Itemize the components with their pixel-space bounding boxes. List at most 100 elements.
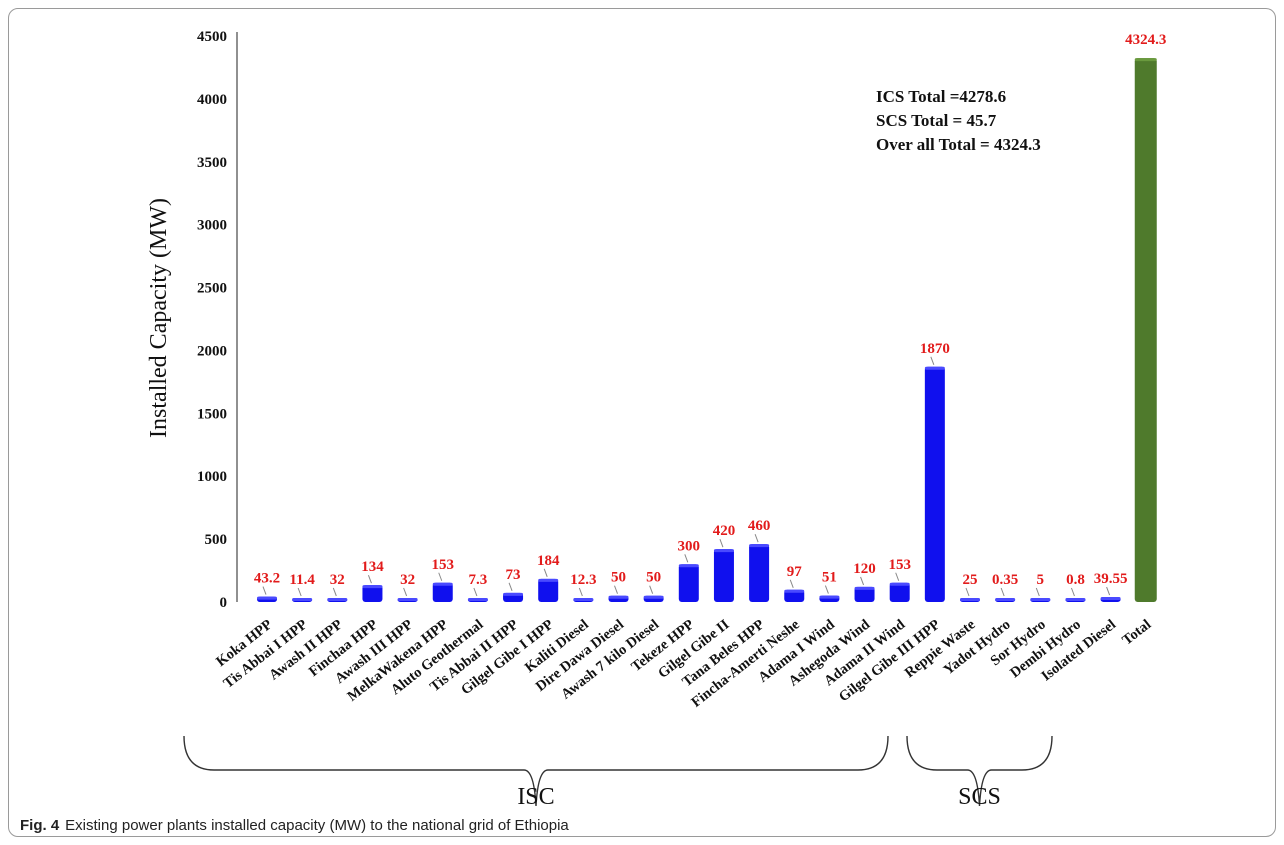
label-leader-line (473, 587, 478, 597)
bar-cap (292, 598, 313, 601)
bar (432, 582, 453, 602)
label-leader-line (719, 538, 724, 548)
bar-cap (678, 564, 699, 568)
bar (784, 589, 805, 602)
figure-caption: Fig. 4 Existing power plants installed ca… (20, 817, 569, 834)
bar-cap (889, 582, 910, 586)
bar-cap (713, 549, 734, 553)
bar (713, 549, 734, 602)
data-label: 4324.3 (1125, 32, 1166, 48)
bar-cap (960, 598, 980, 601)
data-label: 134 (361, 559, 384, 575)
bar-cap (643, 595, 664, 599)
bar-cap (995, 598, 1016, 601)
y-tick-label: 1500 (197, 406, 227, 422)
group-brace (906, 735, 1053, 807)
bar-cap (573, 598, 594, 601)
group-brace (183, 735, 889, 807)
data-label: 97 (787, 564, 803, 580)
label-leader-line (754, 533, 759, 543)
data-label: 12.3 (570, 572, 596, 588)
label-leader-line (895, 572, 900, 581)
bar-cap (397, 597, 418, 601)
data-label: 39.55 (1094, 571, 1128, 587)
y-tick-label: 2000 (197, 343, 227, 359)
bar-cap (1134, 58, 1157, 62)
label-leader-line (578, 587, 583, 597)
bar-cap (608, 595, 629, 599)
data-label: 11.4 (289, 572, 315, 588)
label-leader-line (930, 356, 935, 365)
label-leader-line (1106, 586, 1111, 596)
data-label: 184 (537, 553, 560, 569)
figure-frame (8, 8, 1276, 837)
bar-cap (1100, 597, 1121, 601)
group-braces: ISC SCS (183, 735, 1053, 810)
bar-cap (257, 596, 277, 600)
label-leader-line (367, 574, 372, 584)
y-tick-label: 2500 (197, 281, 227, 297)
bar-cap (924, 366, 945, 370)
label-leader-line (1000, 587, 1005, 597)
data-labels: 43.2 11.4 32 134 32 153 7.3 73 184 12.3 50 50 300 420… (254, 32, 1166, 597)
label-leader-line (262, 586, 267, 595)
data-label: 51 (822, 570, 837, 586)
data-label: 73 (506, 567, 521, 583)
bar-cap (1030, 598, 1051, 601)
bar (854, 586, 875, 602)
data-label: 43.2 (254, 571, 280, 587)
y-tick-label: 1000 (197, 469, 227, 485)
data-label: 420 (713, 523, 736, 539)
figure-number: Fig. 4 (20, 817, 60, 834)
data-label: 120 (853, 561, 876, 577)
data-label: 0.8 (1066, 572, 1085, 588)
annotation-ics-total: ICS Total =4278.6 (876, 87, 1006, 106)
label-leader-line (508, 582, 513, 591)
data-label: 153 (888, 557, 911, 573)
data-label: 32 (330, 572, 345, 588)
data-label: 153 (432, 557, 455, 573)
bar-cap (467, 598, 488, 601)
bars (257, 58, 1157, 602)
data-label: 460 (748, 518, 771, 534)
data-label: 50 (646, 570, 661, 586)
label-leader-line (1035, 587, 1040, 597)
data-label: 1870 (920, 341, 950, 357)
annotation-overall-total: Over all Total = 4324.3 (876, 135, 1041, 154)
bar (924, 366, 945, 602)
data-label: 50 (611, 570, 626, 586)
group-label: ISC (517, 784, 554, 810)
y-tick-label: 500 (205, 532, 228, 548)
bar (749, 544, 770, 602)
y-tick-label: 3500 (197, 155, 227, 171)
bar-cap (503, 592, 524, 596)
label-leader-line (860, 576, 865, 586)
y-tick-label: 4500 (197, 29, 227, 45)
bar (889, 582, 910, 602)
bar-cap (784, 589, 805, 593)
label-leader-line (403, 587, 408, 597)
bar-cap (327, 597, 348, 601)
data-label: 5 (1037, 572, 1045, 588)
bar-cap (1065, 598, 1086, 601)
x-category-label: Total (1119, 617, 1154, 649)
bar-cap (538, 578, 559, 582)
label-leader-line (332, 587, 337, 597)
bar (1134, 58, 1157, 602)
label-leader-line (824, 585, 829, 594)
bar-cap (749, 544, 770, 548)
y-axis-title: Installed Capacity (MW) (146, 198, 172, 438)
label-leader-line (649, 585, 654, 594)
group-label: SCS (958, 784, 1001, 810)
bar-cap (854, 586, 875, 590)
data-label: 32 (400, 572, 415, 588)
data-label: 300 (678, 538, 701, 554)
label-leader-line (297, 587, 302, 597)
label-leader-line (1070, 587, 1075, 597)
y-tick-label: 3000 (197, 218, 227, 234)
label-leader-line (684, 554, 689, 563)
y-tick-label: 4000 (197, 92, 227, 108)
label-leader-line (614, 585, 618, 594)
